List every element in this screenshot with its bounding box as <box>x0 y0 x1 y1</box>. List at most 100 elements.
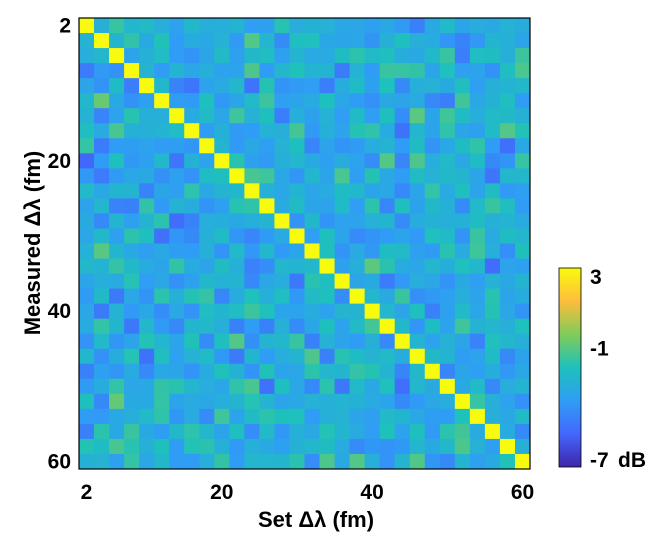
heatmap-cell <box>124 138 140 154</box>
heatmap-cell <box>154 33 170 49</box>
heatmap-cell <box>319 168 335 184</box>
heatmap-cell <box>154 213 170 229</box>
heatmap-cell <box>499 378 516 395</box>
heatmap-cell <box>379 438 396 455</box>
heatmap-cell <box>424 48 441 64</box>
heatmap-cell <box>229 288 245 305</box>
heatmap-cell <box>499 393 516 410</box>
heatmap-cell <box>274 348 290 365</box>
heatmap-cell <box>79 363 95 380</box>
heatmap-cell <box>439 423 456 440</box>
heatmap-cell <box>499 123 516 139</box>
heatmap-cell <box>424 273 441 289</box>
heatmap-cell <box>409 153 426 169</box>
heatmap-cell <box>424 408 441 425</box>
heatmap-cell <box>424 93 441 109</box>
heatmap-cell <box>484 93 501 109</box>
heatmap-cell <box>109 243 125 259</box>
heatmap-cell <box>94 93 110 109</box>
heatmap-cell <box>514 18 531 34</box>
heatmap-cell <box>244 63 260 79</box>
heatmap-cell <box>244 93 260 109</box>
heatmap-cell <box>244 18 260 34</box>
heatmap-cell <box>439 213 456 229</box>
heatmap-cell <box>94 423 110 440</box>
heatmap-cell <box>229 303 245 320</box>
diagonal-cell <box>514 453 531 470</box>
heatmap-cell <box>439 93 456 109</box>
heatmap-cell <box>274 108 290 124</box>
heatmap-cell <box>454 213 471 229</box>
heatmap-cell <box>514 378 531 395</box>
heatmap-cell <box>289 138 305 154</box>
heatmap-cell <box>289 423 305 440</box>
heatmap-cell <box>379 348 396 365</box>
heatmap-cell <box>379 168 396 184</box>
heatmap-cell <box>199 288 215 305</box>
heatmap-cell <box>394 453 411 470</box>
heatmap-cell <box>79 423 95 440</box>
heatmap-cell <box>94 408 110 425</box>
heatmap-cell <box>124 243 140 259</box>
heatmap-cell <box>484 288 501 305</box>
heatmap-cell <box>304 138 320 154</box>
heatmap-cell <box>364 198 381 214</box>
heatmap-cell <box>349 63 366 79</box>
heatmap-cell <box>184 423 200 440</box>
heatmap-cell <box>124 213 140 229</box>
heatmap-cell <box>274 93 290 109</box>
diagonal-cell <box>109 48 125 64</box>
heatmap-cell <box>124 18 140 34</box>
heatmap-cell <box>409 108 426 124</box>
heatmap-cell <box>379 378 396 395</box>
heatmap-cell <box>214 63 230 79</box>
heatmap-cell <box>199 48 215 64</box>
heatmap-cell <box>109 378 125 395</box>
heatmap-cell <box>394 273 411 289</box>
heatmap-cell <box>454 168 471 184</box>
heatmap-cell <box>259 423 275 440</box>
heatmap-cell <box>469 108 486 124</box>
heatmap-cell <box>154 198 170 214</box>
heatmap-cell <box>109 78 125 94</box>
heatmap-cell <box>94 273 110 289</box>
heatmap-cell <box>184 138 200 154</box>
heatmap-cell <box>394 153 411 169</box>
heatmap-cell <box>394 408 411 425</box>
heatmap-cell <box>469 48 486 64</box>
heatmap-cell <box>394 288 411 305</box>
heatmap-cell <box>499 108 516 124</box>
heatmap-cell <box>424 348 441 365</box>
heatmap-cell <box>289 453 305 470</box>
heatmap-cell <box>439 408 456 425</box>
heatmap-cell <box>349 393 366 410</box>
heatmap-cell <box>259 33 275 49</box>
heatmap-cell <box>169 123 185 139</box>
heatmap-cell <box>79 438 95 455</box>
heatmap-cell <box>94 288 110 305</box>
heatmap-cell <box>244 363 260 380</box>
heatmap-cell <box>424 453 441 470</box>
heatmap-cell <box>259 78 275 94</box>
diagonal-cell <box>499 438 516 455</box>
heatmap-cell <box>79 198 95 214</box>
heatmap-cell <box>514 348 531 365</box>
heatmap-cell <box>454 333 471 350</box>
heatmap-cell <box>139 423 155 440</box>
heatmap-cell <box>274 138 290 154</box>
colorbar-tick-labels: 3 -1 -7 <box>590 266 609 472</box>
heatmap-cell <box>499 423 516 440</box>
heatmap-cell <box>439 123 456 139</box>
heatmap-cell <box>169 408 185 425</box>
heatmap-cell <box>364 123 381 139</box>
heatmap-cell <box>319 363 335 380</box>
heatmap-cell <box>349 78 366 94</box>
heatmap-cell <box>199 168 215 184</box>
heatmap-cell <box>289 48 305 64</box>
heatmap-cell <box>484 138 501 154</box>
heatmap-cell <box>454 33 471 49</box>
heatmap-cell <box>244 78 260 94</box>
heatmap-cell <box>154 168 170 184</box>
heatmap-cell <box>109 153 125 169</box>
